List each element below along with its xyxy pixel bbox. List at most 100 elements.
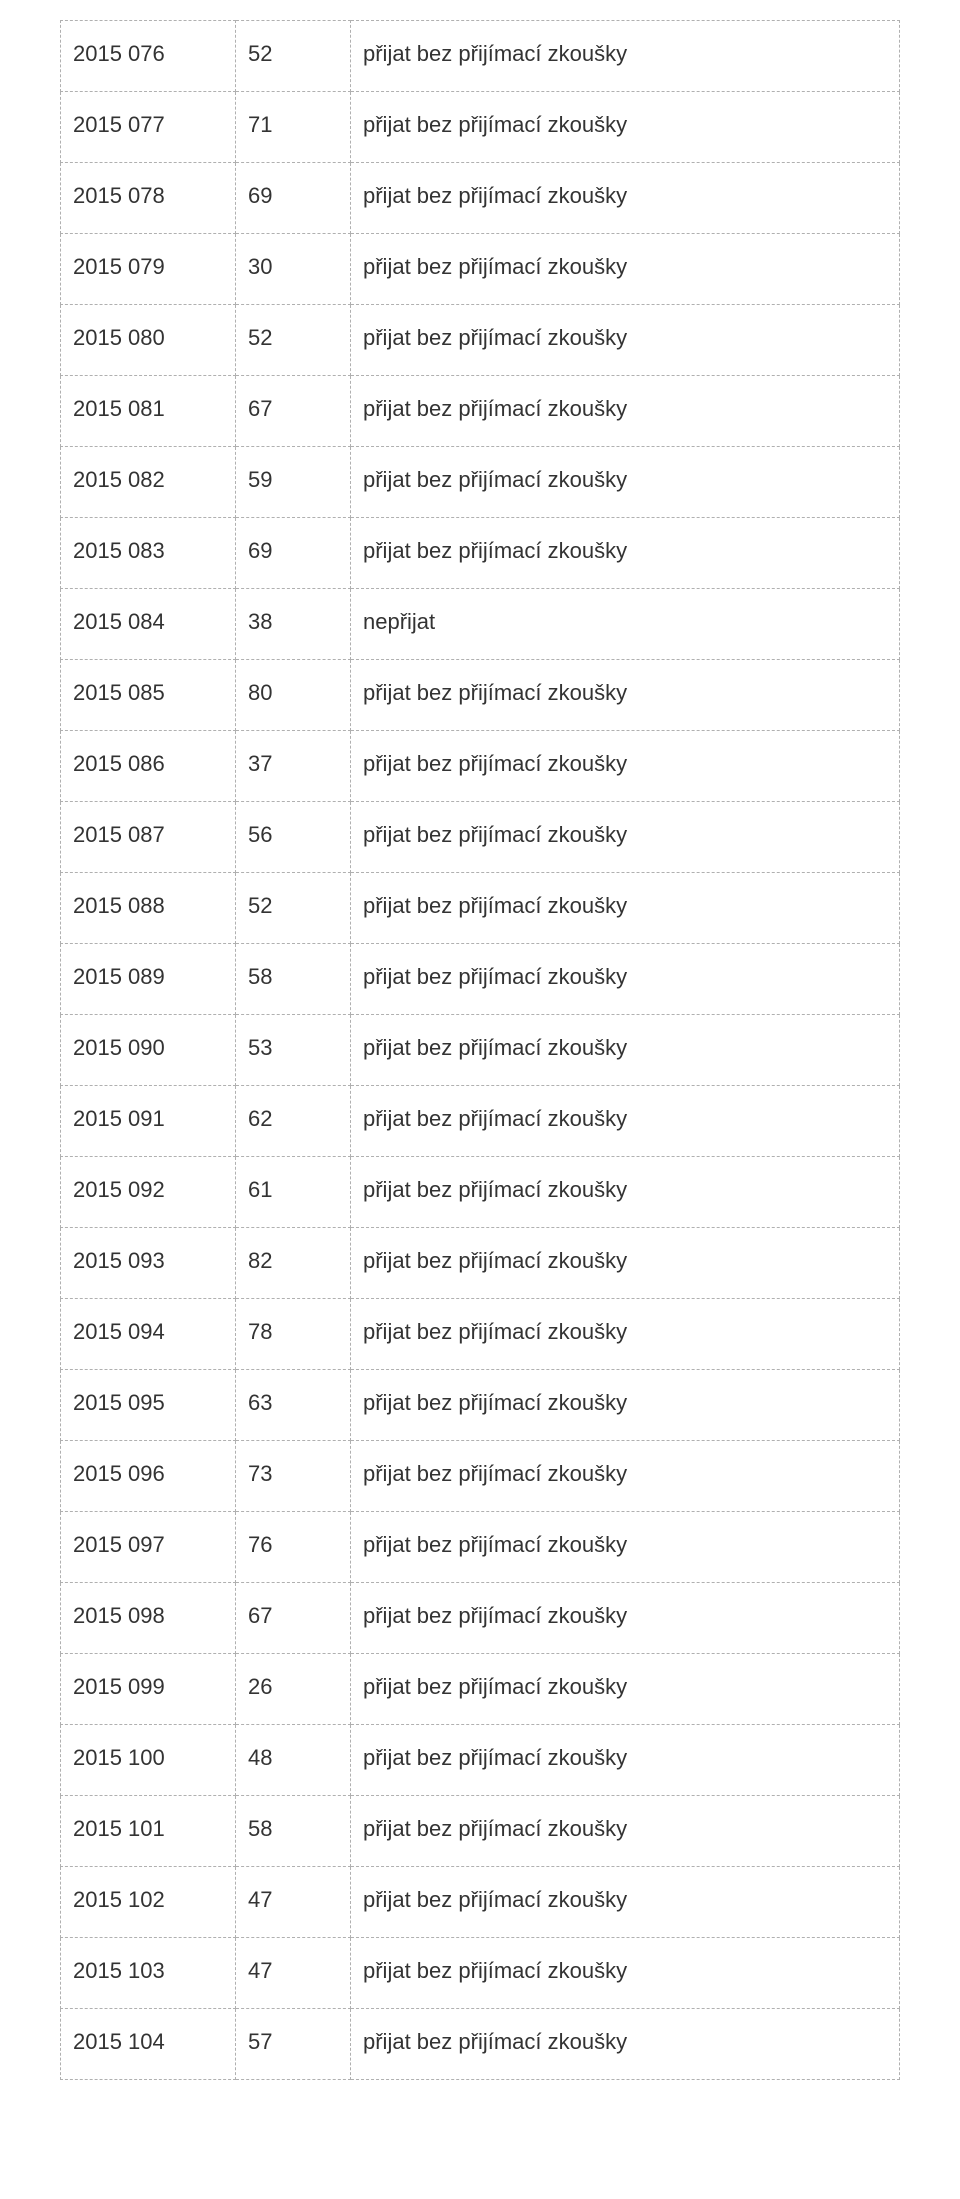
- cell-id: 2015 090: [61, 1015, 236, 1086]
- cell-score: 80: [236, 660, 351, 731]
- table-row: 2015 08259přijat bez přijímací zkoušky: [61, 447, 900, 518]
- cell-id: 2015 076: [61, 21, 236, 92]
- cell-status: přijat bez přijímací zkoušky: [351, 731, 900, 802]
- cell-status: přijat bez přijímací zkoušky: [351, 305, 900, 376]
- cell-score: 52: [236, 873, 351, 944]
- table-row: 2015 07869přijat bez přijímací zkoušky: [61, 163, 900, 234]
- cell-score: 61: [236, 1157, 351, 1228]
- cell-score: 63: [236, 1370, 351, 1441]
- cell-score: 58: [236, 1796, 351, 1867]
- table-row: 2015 09673přijat bez přijímací zkoušky: [61, 1441, 900, 1512]
- table-row: 2015 08167přijat bez přijímací zkoušky: [61, 376, 900, 447]
- cell-status: přijat bez přijímací zkoušky: [351, 802, 900, 873]
- cell-id: 2015 077: [61, 92, 236, 163]
- cell-status: přijat bez přijímací zkoušky: [351, 1370, 900, 1441]
- cell-status: přijat bez přijímací zkoušky: [351, 447, 900, 518]
- cell-status: přijat bez přijímací zkoušky: [351, 1654, 900, 1725]
- cell-status: přijat bez přijímací zkoušky: [351, 163, 900, 234]
- cell-score: 69: [236, 163, 351, 234]
- table-row: 2015 10347přijat bez přijímací zkoušky: [61, 1938, 900, 2009]
- cell-id: 2015 087: [61, 802, 236, 873]
- cell-status: přijat bez přijímací zkoušky: [351, 1867, 900, 1938]
- cell-status: přijat bez přijímací zkoušky: [351, 2009, 900, 2080]
- table-row: 2015 08580přijat bez přijímací zkoušky: [61, 660, 900, 731]
- cell-status: přijat bez přijímací zkoušky: [351, 21, 900, 92]
- cell-status: přijat bez přijímací zkoušky: [351, 1796, 900, 1867]
- cell-score: 76: [236, 1512, 351, 1583]
- cell-status: přijat bez přijímací zkoušky: [351, 1015, 900, 1086]
- cell-score: 47: [236, 1938, 351, 2009]
- cell-id: 2015 093: [61, 1228, 236, 1299]
- cell-status: přijat bez přijímací zkoušky: [351, 873, 900, 944]
- cell-id: 2015 092: [61, 1157, 236, 1228]
- cell-status: nepřijat: [351, 589, 900, 660]
- cell-status: přijat bez přijímací zkoušky: [351, 234, 900, 305]
- cell-score: 67: [236, 376, 351, 447]
- cell-score: 71: [236, 92, 351, 163]
- cell-id: 2015 096: [61, 1441, 236, 1512]
- results-page: 2015 07652přijat bez přijímací zkoušky20…: [0, 0, 960, 2140]
- cell-score: 53: [236, 1015, 351, 1086]
- results-table: 2015 07652přijat bez přijímací zkoušky20…: [60, 20, 900, 2080]
- cell-score: 67: [236, 1583, 351, 1654]
- cell-status: přijat bez přijímací zkoušky: [351, 1512, 900, 1583]
- cell-id: 2015 082: [61, 447, 236, 518]
- table-row: 2015 10247přijat bez přijímací zkoušky: [61, 1867, 900, 1938]
- cell-id: 2015 078: [61, 163, 236, 234]
- table-row: 2015 08052přijat bez přijímací zkoušky: [61, 305, 900, 376]
- table-row: 2015 08369přijat bez přijímací zkoušky: [61, 518, 900, 589]
- cell-id: 2015 088: [61, 873, 236, 944]
- table-row: 2015 08958přijat bez přijímací zkoušky: [61, 944, 900, 1015]
- cell-id: 2015 104: [61, 2009, 236, 2080]
- table-row: 2015 08756přijat bez přijímací zkoušky: [61, 802, 900, 873]
- cell-status: přijat bez přijímací zkoušky: [351, 1157, 900, 1228]
- cell-score: 26: [236, 1654, 351, 1725]
- cell-id: 2015 084: [61, 589, 236, 660]
- cell-id: 2015 100: [61, 1725, 236, 1796]
- cell-score: 57: [236, 2009, 351, 2080]
- cell-status: přijat bez přijímací zkoušky: [351, 376, 900, 447]
- cell-score: 82: [236, 1228, 351, 1299]
- cell-score: 58: [236, 944, 351, 1015]
- cell-id: 2015 095: [61, 1370, 236, 1441]
- table-row: 2015 10457přijat bez přijímací zkoušky: [61, 2009, 900, 2080]
- table-row: 2015 08438nepřijat: [61, 589, 900, 660]
- cell-score: 62: [236, 1086, 351, 1157]
- table-row: 2015 09926přijat bez přijímací zkoušky: [61, 1654, 900, 1725]
- cell-score: 37: [236, 731, 351, 802]
- cell-id: 2015 098: [61, 1583, 236, 1654]
- cell-score: 38: [236, 589, 351, 660]
- cell-id: 2015 089: [61, 944, 236, 1015]
- cell-status: přijat bez přijímací zkoušky: [351, 944, 900, 1015]
- cell-id: 2015 103: [61, 1938, 236, 2009]
- cell-status: přijat bez přijímací zkoušky: [351, 1228, 900, 1299]
- cell-status: přijat bez přijímací zkoušky: [351, 1086, 900, 1157]
- table-row: 2015 09776přijat bez přijímací zkoušky: [61, 1512, 900, 1583]
- cell-id: 2015 101: [61, 1796, 236, 1867]
- cell-status: přijat bez přijímací zkoušky: [351, 1725, 900, 1796]
- results-tbody: 2015 07652přijat bez přijímací zkoušky20…: [61, 21, 900, 2080]
- cell-id: 2015 099: [61, 1654, 236, 1725]
- cell-score: 56: [236, 802, 351, 873]
- cell-status: přijat bez přijímací zkoušky: [351, 660, 900, 731]
- cell-id: 2015 097: [61, 1512, 236, 1583]
- table-row: 2015 10158přijat bez přijímací zkoušky: [61, 1796, 900, 1867]
- cell-score: 52: [236, 21, 351, 92]
- cell-id: 2015 083: [61, 518, 236, 589]
- cell-id: 2015 085: [61, 660, 236, 731]
- cell-id: 2015 079: [61, 234, 236, 305]
- table-row: 2015 07652přijat bez přijímací zkoušky: [61, 21, 900, 92]
- cell-score: 78: [236, 1299, 351, 1370]
- cell-id: 2015 081: [61, 376, 236, 447]
- cell-id: 2015 086: [61, 731, 236, 802]
- cell-status: přijat bez přijímací zkoušky: [351, 1299, 900, 1370]
- table-row: 2015 09162přijat bez přijímací zkoušky: [61, 1086, 900, 1157]
- table-row: 2015 09867přijat bez přijímací zkoušky: [61, 1583, 900, 1654]
- table-row: 2015 08637přijat bez přijímací zkoušky: [61, 731, 900, 802]
- table-row: 2015 09053přijat bez přijímací zkoušky: [61, 1015, 900, 1086]
- cell-id: 2015 080: [61, 305, 236, 376]
- table-row: 2015 10048přijat bez přijímací zkoušky: [61, 1725, 900, 1796]
- cell-status: přijat bez přijímací zkoušky: [351, 518, 900, 589]
- table-row: 2015 07930přijat bez přijímací zkoušky: [61, 234, 900, 305]
- cell-id: 2015 091: [61, 1086, 236, 1157]
